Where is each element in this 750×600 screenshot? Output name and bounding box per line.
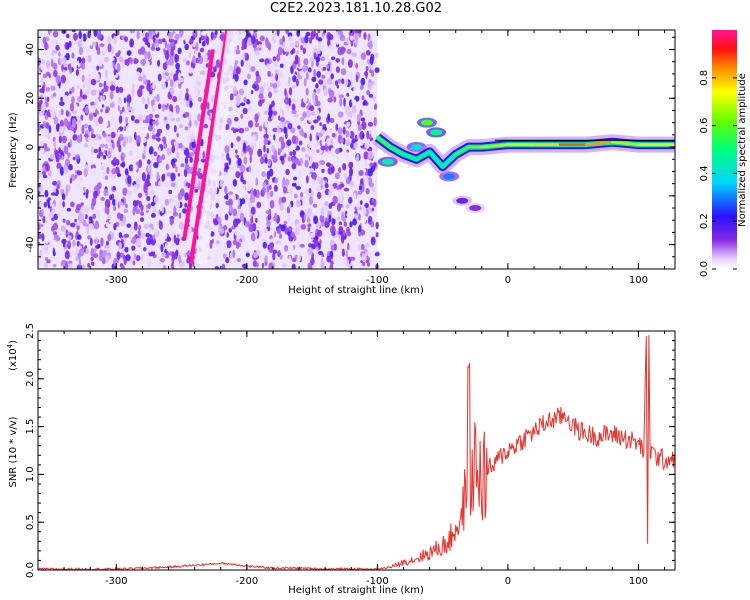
snr-panel: -300 -200 -100 0 100 0.0 0.5 1.0 1.5 2.0 2.5 Heig… (6, 323, 676, 596)
signal-trace-segment (428, 150, 444, 168)
x-tick-label: -100 (366, 275, 389, 286)
signal-trace-segment (480, 143, 510, 149)
signal-blob-core (381, 158, 394, 165)
colorbar-tick-label: 0.6 (699, 118, 710, 134)
spectrogram-y-label: Frequency (Hz) (8, 112, 19, 188)
colorbar-gradient (712, 30, 737, 269)
snr-y-multiplier: (x104) (6, 340, 19, 371)
colorbar-ticks: 0.0 0.2 0.4 0.6 0.8 (699, 70, 737, 277)
x-tick-label: 100 (629, 275, 648, 286)
snr-multiplier-base: (x10 (8, 348, 19, 371)
colorbar-tick-label: 0.2 (699, 213, 710, 229)
y-tick-label: -20 (25, 188, 36, 204)
signal-trace-segment (441, 153, 457, 168)
signal-trace-segment (389, 145, 405, 156)
signal-trace-segment (415, 150, 431, 161)
colorbar-tick-label: 0.8 (699, 70, 710, 86)
svg-text:(x104): (x104) (6, 340, 19, 371)
colorbar-tick-label: 0.4 (699, 165, 710, 181)
x-tick-label: 100 (629, 576, 648, 587)
snr-y-axis: 0.0 0.5 1.0 1.5 2.0 2.5 (25, 323, 675, 578)
chart-title: C2E2.2023.181.10.28.G02 (269, 1, 443, 16)
y-tick-label: 2.5 (25, 323, 36, 339)
snr-multiplier-exp: 4 (6, 343, 14, 348)
signal-trace-segment (611, 140, 640, 146)
signal-blob-core (430, 129, 443, 136)
colorbar-label: Normalized spectral amplitude (737, 73, 748, 227)
streak-gap (194, 30, 240, 265)
colorbar: 0.0 0.2 0.4 0.6 0.8 Normalized spectral ampl… (699, 30, 748, 277)
spectrogram-frame (37, 29, 676, 270)
noise-speckles (38, 30, 380, 269)
colorbar-tick-label: 0.0 (699, 261, 710, 277)
signal-blob-core (456, 197, 469, 204)
y-tick-label: 0.0 (25, 562, 36, 578)
signal-trace-segment (584, 140, 614, 146)
snr-series-line (38, 335, 675, 570)
y-tick-label: 0.5 (25, 514, 36, 530)
snr-multiplier-close: ) (8, 340, 19, 344)
snr-x-axis: -300 -200 -100 0 100 (37, 331, 666, 587)
x-tick-label: -200 (236, 275, 259, 286)
y-tick-label: 0 (25, 144, 36, 150)
y-tick-label: 40 (25, 43, 36, 56)
signal-blob-core (469, 205, 482, 212)
x-tick-label: -100 (366, 576, 389, 587)
x-tick-label: 0 (505, 576, 511, 587)
spectral-streak-core (184, 49, 215, 240)
snr-x-label: Height of straight line (km) (288, 585, 424, 596)
signal-blob-core (420, 119, 433, 126)
y-tick-label: 2.0 (25, 371, 36, 387)
spectrogram-x-label: Height of straight line (km) (288, 285, 424, 296)
signal-trace-segment (454, 145, 471, 156)
spectral-streak (182, 49, 215, 241)
y-tick-label: 1.0 (25, 466, 36, 482)
x-tick-label: -200 (236, 576, 259, 587)
signal-trace-segment (402, 153, 418, 161)
snr-frame (37, 330, 676, 571)
x-tick-label: -300 (105, 275, 128, 286)
signal-trace-segment (376, 136, 392, 149)
x-tick-label: 0 (505, 275, 511, 286)
spectral-streak (188, 30, 230, 265)
y-tick-label: 20 (25, 92, 36, 105)
snr-y-label: SNR (10 * v/v) (8, 416, 19, 487)
spectrogram-image (38, 30, 675, 269)
y-tick-label: 1.5 (25, 419, 36, 435)
x-tick-label: -300 (105, 576, 128, 587)
spectrogram-y-axis: -40 -20 0 20 40 (25, 36, 675, 270)
y-tick-label: -40 (25, 236, 36, 252)
signal-blob-core (443, 173, 456, 180)
